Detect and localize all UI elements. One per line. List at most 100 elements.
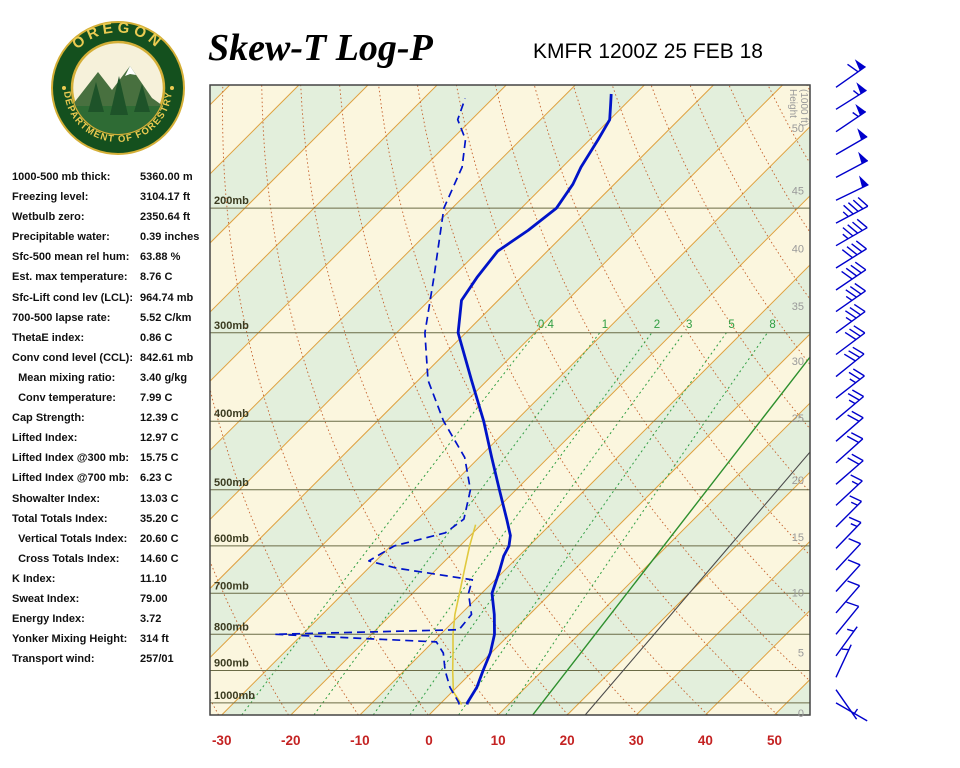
wind-barb-icon: [835, 368, 865, 399]
stat-label: Est. max temperature:: [12, 271, 128, 284]
isotherm-line: [359, 264, 810, 715]
parcel-trace: [451, 524, 477, 705]
stat-value: 3104.17 ft: [140, 191, 191, 204]
barb-full-tick: [852, 199, 864, 210]
barb-half-tick: [842, 211, 849, 218]
stat-value: 63.88 %: [140, 251, 181, 264]
stat-row: Yonker Mixing Height: 314 ft: [12, 629, 212, 649]
pressure-label: 500mb: [214, 477, 249, 489]
pressure-label: 600mb: [214, 533, 249, 545]
wind-barb-icon: [835, 59, 866, 88]
barb-staff: [835, 543, 862, 571]
stat-label: Wetbulb zero:: [12, 211, 85, 224]
barb-half-tick: [847, 628, 855, 632]
isotherm-line: [635, 540, 810, 715]
barb-staff: [835, 227, 868, 247]
barb-full-tick: [851, 243, 863, 253]
isotherm-line: [210, 85, 507, 382]
barb-half-tick: [850, 523, 858, 528]
barb-full-tick: [857, 196, 869, 207]
height-axis-title: Height: [787, 89, 798, 118]
barb-full-tick: [847, 392, 860, 401]
temp-axis-label: 30: [629, 733, 644, 748]
isotherm-line: [290, 195, 810, 715]
chart-border: [209, 84, 811, 716]
pressure-label: 900mb: [214, 658, 249, 670]
stat-label: 700-500 lapse rate:: [12, 311, 111, 324]
dewpoint-trace: [273, 98, 474, 705]
mixing-ratio-label: 2: [654, 319, 660, 331]
logo-dot-right: [170, 86, 174, 90]
temp-axis-label: 10: [491, 733, 506, 748]
stat-value: 5.52 C/km: [140, 311, 192, 324]
stat-value: 2350.64 ft: [140, 211, 191, 224]
barb-staff: [835, 135, 868, 156]
barb-staff: [835, 585, 861, 614]
tree-icon: [88, 82, 104, 112]
barb-full-tick: [856, 218, 868, 229]
dry-adiabat-line: [494, 85, 810, 619]
stat-label: Cross Totals Index:: [12, 552, 120, 565]
wind-barb-icon: [835, 82, 867, 110]
temperature-trace: [456, 93, 613, 705]
mixing-ratio-lines: [241, 332, 768, 715]
pressure-label: 200mb: [214, 195, 249, 207]
height-tick-label: 0: [798, 708, 804, 720]
dry-adiabat-line: [417, 85, 778, 715]
barb-pennant: [857, 128, 868, 140]
temp-axis-label: 50: [767, 733, 782, 748]
barb-staff: [835, 702, 868, 722]
reference-line: [584, 451, 810, 715]
barb-full-tick: [851, 389, 864, 398]
sounding-traces: [273, 93, 613, 705]
wind-barb-icon: [835, 240, 867, 269]
stat-row: Conv temperature: 7.99 C: [12, 388, 212, 408]
page-title: Skew-T Log-P: [208, 27, 433, 69]
wind-barb-icon: [835, 474, 863, 506]
pressure-label: 400mb: [214, 408, 249, 420]
wind-barb-icon: [835, 601, 860, 635]
stat-label: Sweat Index:: [12, 592, 80, 605]
stat-value: 257/01: [140, 653, 174, 666]
barb-full-tick: [849, 286, 862, 295]
height-tick-label: 35: [792, 301, 804, 313]
barb-full-tick: [849, 328, 861, 337]
wind-barb-icon: [835, 559, 861, 592]
wind-barb-icon: [835, 196, 869, 224]
stat-value: 964.74 mb: [140, 291, 194, 304]
barb-staff: [835, 183, 869, 201]
isotherm-line: [210, 85, 714, 590]
stat-label: Conv temperature:: [12, 392, 116, 405]
stat-label: Lifted Index @700 mb:: [12, 472, 130, 485]
barb-half-tick: [851, 480, 859, 486]
wind-barb-icon: [835, 644, 852, 678]
stat-row: Sfc-Lift cond lev (LCL): 964.74 mb: [12, 288, 212, 308]
dry-adiabat-line: [533, 85, 810, 556]
height-tick-label: 30: [792, 356, 804, 368]
mixing-ratio-label: 3: [686, 319, 692, 331]
barb-staff: [835, 111, 867, 133]
odf-logo-icon: OREGON DEPARTMENT OF FORESTRY: [51, 20, 185, 155]
height-tick-label: 15: [792, 532, 804, 544]
wind-barb-icon: [835, 282, 866, 313]
stat-label: Mean mixing ratio:: [12, 371, 116, 384]
barb-full-tick: [850, 432, 864, 440]
station-datetime-label: KMFR 1200Z 25 FEB 18: [533, 40, 763, 63]
stat-row: Sweat Index: 79.00: [12, 589, 212, 609]
mixing-ratio-line: [505, 332, 768, 715]
stat-label: Lifted Index @300 mb:: [12, 452, 130, 465]
barb-full-tick: [841, 249, 853, 259]
stat-value: 0.86 C: [140, 331, 173, 344]
stat-label: Cap Strength:: [12, 412, 85, 425]
mixing-ratio-label: 8: [769, 319, 775, 331]
stat-value: 3.72: [140, 613, 162, 626]
chart-border-rect: [209, 84, 811, 716]
stat-label: K Index:: [12, 572, 56, 585]
barb-pennant: [858, 151, 868, 164]
stat-value: 12.97 C: [140, 432, 179, 445]
isotherm-line: [210, 85, 783, 659]
temp-axis-label: -30: [212, 733, 232, 748]
stat-row: Conv cond level (CCL): 842.61 mb: [12, 348, 212, 368]
stat-row: 1000-500 mb thick: 5360.00 m: [12, 167, 212, 187]
